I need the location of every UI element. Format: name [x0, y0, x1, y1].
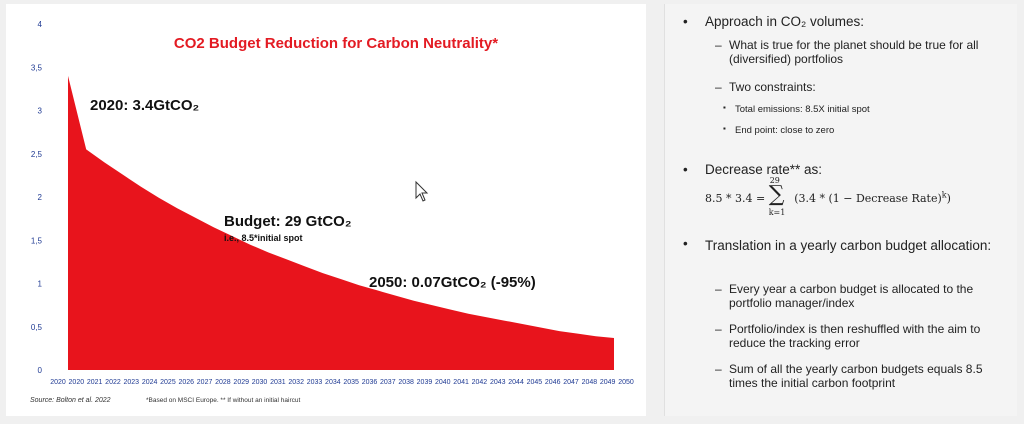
y-tick-label: 3 [38, 107, 43, 116]
formula-left: 8.5 * 3.4 = [705, 192, 769, 205]
bullet-mark: • [683, 14, 688, 29]
x-tick-label: 2020 [50, 379, 66, 386]
formula-summation: 29 ∑ k=1 [769, 176, 791, 217]
y-axis-ticks: 0 0,5 1 1,5 2 2,5 3 3,5 4 [31, 20, 43, 375]
x-tick-label: 2047 [563, 379, 579, 386]
mouse-cursor-icon [415, 180, 429, 202]
bullet-text: Translation in a yearly carbon budget al… [705, 238, 992, 253]
sub-bullet-text: Two constraints: [729, 80, 816, 94]
x-tick-label: 2049 [600, 379, 616, 386]
x-tick-label: 2035 [343, 379, 359, 386]
annotation-budget-sub: i.e., 8.5*initial spot [224, 233, 303, 243]
sub-bullet-text: Every year a carbon budget is allocated … [729, 282, 974, 310]
x-tick-label: 2043 [490, 379, 506, 386]
y-tick-label: 0 [38, 366, 43, 375]
x-tick-label: 2030 [252, 379, 268, 386]
x-tick-label: 2039 [417, 379, 433, 386]
x-tick-label: 2020 [69, 379, 85, 386]
annotation-end: 2050: 0.07GtCO₂ (-95%) [369, 274, 536, 291]
sub-bullet-text: What is true for the planet should be tr… [729, 38, 979, 66]
y-tick-label: 2,5 [31, 150, 43, 159]
dash-mark: – [715, 362, 722, 376]
dash-mark: – [715, 322, 722, 336]
x-tick-label: 2040 [435, 379, 451, 386]
x-tick-label: 2027 [197, 379, 213, 386]
formula-exponent: k [941, 190, 947, 200]
square-mark: ▪ [723, 103, 726, 112]
x-tick-label: 2021 [87, 379, 103, 386]
x-tick-label: 2023 [124, 379, 140, 386]
dash-mark: – [715, 38, 722, 52]
text-panel: • Approach in CO₂ volumes: – What is tru… [664, 4, 1017, 416]
y-tick-label: 0,5 [31, 323, 43, 332]
sub-bullet-text: Sum of all the yearly carbon budgets equ… [729, 362, 983, 390]
x-tick-label: 2034 [325, 379, 341, 386]
x-tick-label: 2044 [508, 379, 524, 386]
x-tick-label: 2033 [307, 379, 323, 386]
chart-source: Source: Bolton et al. 2022 [30, 397, 111, 404]
decrease-rate-formula: 8.5 * 3.4 = 29 ∑ k=1 (3.4 * (1 − Decreas… [705, 176, 1005, 217]
x-tick-label: 2022 [105, 379, 121, 386]
chart-footnote: *Based on MSCI Europe. ** If without an … [146, 397, 300, 404]
bullet-text: Decrease rate** as: [705, 162, 823, 177]
y-tick-label: 3,5 [31, 63, 43, 72]
sigma-icon: ∑ [768, 182, 785, 207]
x-tick-label: 2029 [233, 379, 249, 386]
annotation-budget: Budget: 29 GtCO₂ [224, 213, 352, 230]
dash-mark: – [715, 80, 722, 94]
formula-upper: 29 [769, 176, 780, 185]
x-axis-ticks: 2020 2020 2021 2022 2023 2024 2025 2026 2027 2028… [50, 379, 634, 386]
x-tick-label: 2048 [582, 379, 598, 386]
sub-sub-bullet-text: Total emissions: 8.5X initial spot [735, 104, 870, 115]
y-tick-label: 1 [38, 280, 43, 289]
x-tick-label: 2038 [398, 379, 414, 386]
bullet-text: Approach in CO₂ volumes: [705, 14, 865, 29]
formula-term: (3.4 * (1 − Decrease Rate) [794, 192, 942, 205]
x-tick-label: 2037 [380, 379, 396, 386]
sub-bullet-text: Portfolio/index is then reshuffled with … [729, 322, 981, 350]
x-tick-label: 2042 [472, 379, 488, 386]
x-tick-label: 2026 [178, 379, 194, 386]
y-tick-label: 1,5 [31, 236, 43, 245]
bullet-mark: • [683, 162, 688, 177]
co2-budget-chart: 00,511,522,533,54 2020 2020 2021 2022 2023 20… [30, 20, 634, 404]
annotation-start: 2020: 3.4GtCO₂ [90, 97, 199, 114]
sub-sub-bullet-text: End point: close to zero [735, 125, 835, 136]
chart-panel: 0 0,5 1 1,5 2 2,5 3 3,5 4 2020 2020 2021 2022 2023 20… [6, 4, 646, 416]
x-tick-label: 2041 [453, 379, 469, 386]
budget-area-series [68, 75, 614, 371]
formula-close: ) [946, 192, 951, 205]
x-tick-label: 2025 [160, 379, 176, 386]
x-tick-label: 2032 [288, 379, 304, 386]
bullet-mark: • [683, 236, 688, 251]
x-tick-label: 2050 [618, 379, 634, 386]
x-tick-label: 2046 [545, 379, 561, 386]
x-tick-label: 2024 [142, 379, 158, 386]
y-tick-label: 4 [38, 20, 43, 29]
chart-title: CO2 Budget Reduction for Carbon Neutrali… [174, 35, 498, 52]
formula-lower: k=1 [768, 208, 786, 217]
x-tick-label: 2031 [270, 379, 286, 386]
square-mark: ▪ [723, 124, 726, 133]
x-tick-label: 2028 [215, 379, 231, 386]
y-tick-label: 2 [38, 193, 43, 202]
x-tick-label: 2045 [527, 379, 543, 386]
x-tick-label: 2036 [362, 379, 378, 386]
dash-mark: – [715, 282, 722, 296]
